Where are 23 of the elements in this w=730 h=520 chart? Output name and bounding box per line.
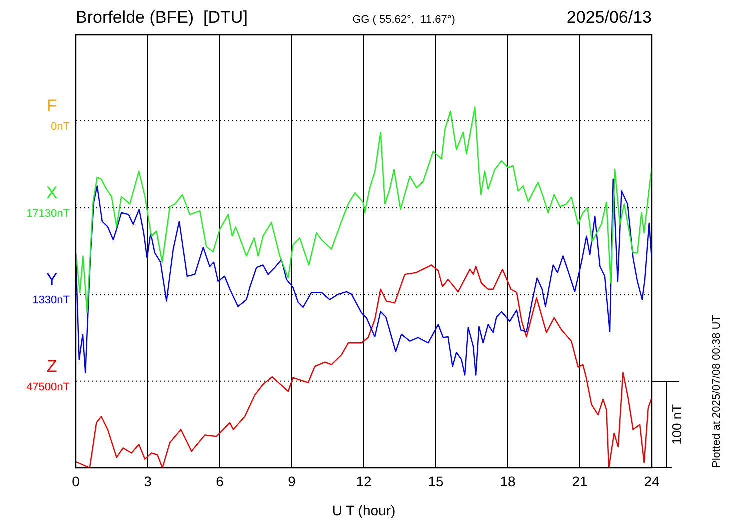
x-tick-label: 15 xyxy=(428,473,444,490)
legend-label: F xyxy=(46,96,58,116)
ref-line-label: 0nT xyxy=(51,120,70,133)
x-tick-label: 18 xyxy=(500,473,516,490)
series-label: Y xyxy=(46,270,58,290)
text: 2025/06/13 xyxy=(566,8,652,27)
x-tick-label: 21 xyxy=(572,473,588,490)
ref-line-label: 1330nT xyxy=(32,294,70,306)
x-axis-title: U T (hour) xyxy=(332,502,396,518)
text: X xyxy=(46,184,58,203)
x-tick-label: 24 xyxy=(644,473,660,490)
x-tick-label: 3 xyxy=(144,473,152,490)
chart-title: Brorfelde (BFE) [DTU] xyxy=(76,8,248,27)
ref-line-label: 17130nT xyxy=(26,208,70,220)
x-tick-label: 9 xyxy=(288,473,296,490)
ref-line-label: 47500nT xyxy=(26,381,70,394)
text: Z xyxy=(46,357,58,376)
x-tick-label: 6 xyxy=(216,473,224,490)
x-tick-label: 12 xyxy=(356,473,372,490)
chart-subtitle: GG ( 55.62°, 11.67°) xyxy=(352,14,456,26)
x-tick-label: 0 xyxy=(72,473,80,490)
text: 100 nT xyxy=(670,404,685,445)
text: Plotted at 2025/07/08 00:38 UT xyxy=(711,314,724,468)
